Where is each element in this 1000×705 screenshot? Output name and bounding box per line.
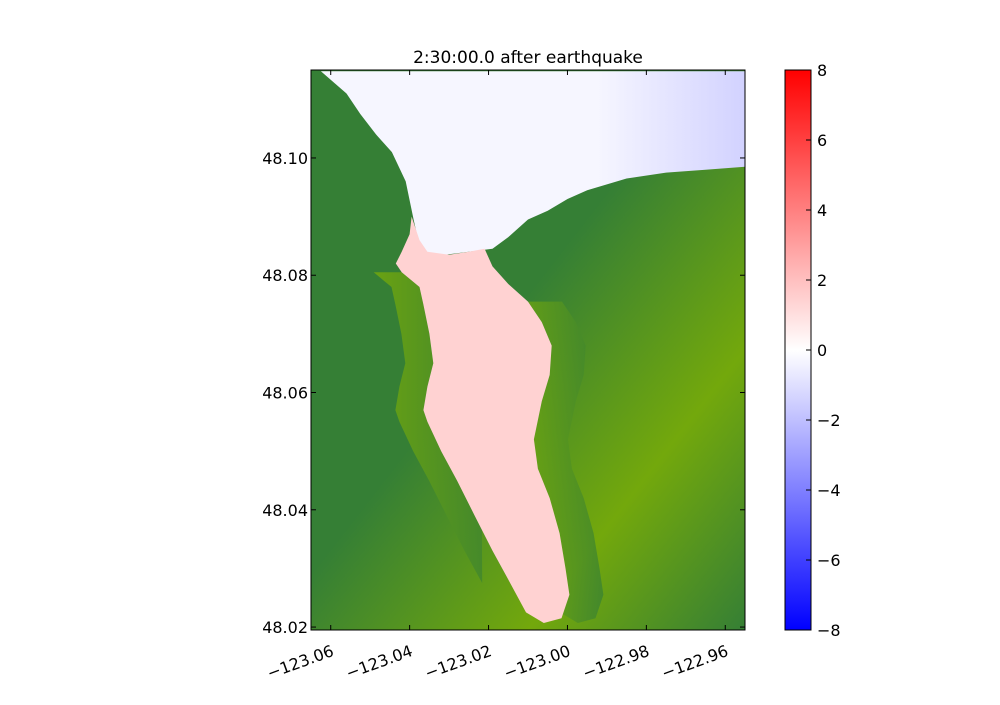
east-shore-lowland <box>526 301 604 623</box>
chart-title: 2:30:00.0 after earthquake <box>413 48 643 68</box>
y-tick-label: 48.04 <box>262 501 308 520</box>
x-tick-label: −123.02 <box>422 641 494 683</box>
colorbar-tick-label: 4 <box>817 201 827 220</box>
y-tick-label: 48.10 <box>262 149 308 168</box>
colorbar-tick-label: 8 <box>817 61 827 80</box>
west-shore-lowland <box>373 266 511 584</box>
colorbar-tick-label: −6 <box>817 551 841 570</box>
colorbar-tick-label: −4 <box>817 481 841 500</box>
bay-water <box>395 216 570 623</box>
x-tick-label: −122.96 <box>659 641 731 683</box>
y-tick-label: 48.02 <box>262 618 308 637</box>
plot-area <box>311 70 745 630</box>
plot-frame <box>310 69 746 631</box>
colorbar-tick-label: 0 <box>817 341 827 360</box>
x-tick-label: −123.06 <box>264 641 336 683</box>
y-axis: 48.02 48.04 48.06 48.08 48.10 <box>262 149 745 637</box>
y-tick-label: 48.06 <box>262 384 308 403</box>
colorbar-tick-label: −8 <box>817 621 841 640</box>
colorbar-tick-label: 2 <box>817 271 827 290</box>
x-tick-label: −122.98 <box>580 641 652 683</box>
colorbar-tick-label: 6 <box>817 131 827 150</box>
colorbar-tick-label: −2 <box>817 411 841 430</box>
colorbar-axis: 8 6 4 2 0 −2 −4 −6 −8 <box>806 61 841 640</box>
x-tick-label: −123.00 <box>501 641 573 683</box>
x-tick-label: −123.04 <box>343 641 415 683</box>
y-tick-label: 48.08 <box>262 266 308 285</box>
strait-water <box>320 71 745 255</box>
